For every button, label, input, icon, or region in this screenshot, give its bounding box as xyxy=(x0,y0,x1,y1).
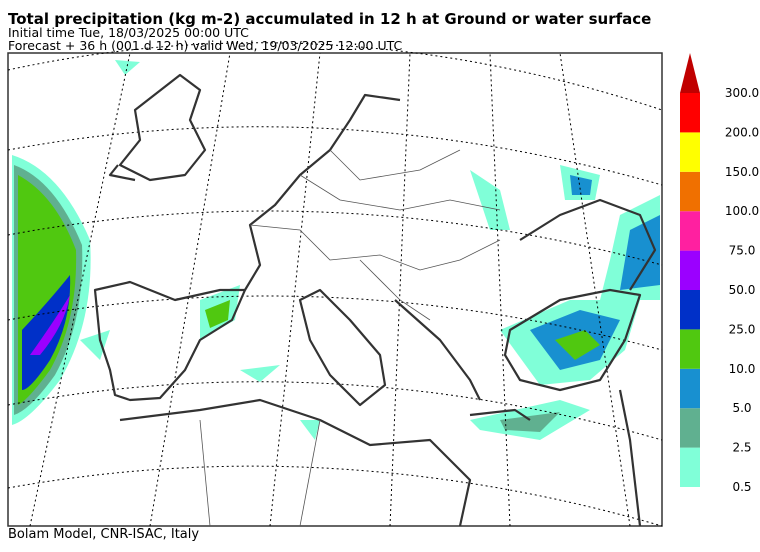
colorbar-segment xyxy=(680,211,700,251)
initial-time: Initial time Tue, 18/03/2025 00:00 UTC xyxy=(8,25,249,40)
colorbar-segment xyxy=(680,408,700,448)
colorbar-label: 25.0 xyxy=(729,322,756,336)
colorbar-segment xyxy=(680,329,700,369)
colorbar-segment xyxy=(680,290,700,330)
precipitation xyxy=(12,60,660,440)
coastlines xyxy=(93,73,657,527)
colorbar-label: 75.0 xyxy=(729,244,756,258)
colorbar-arrow xyxy=(680,53,700,93)
title: Total precipitation (kg m-2) accumulated… xyxy=(8,10,651,28)
precipitation-area xyxy=(115,60,140,75)
precipitation-area xyxy=(500,412,560,432)
forecast: Forecast + 36 h (001 d 12 h) valid Wed, … xyxy=(8,38,403,53)
colorbar-label: 10.0 xyxy=(729,362,756,376)
colorbar-label: 150.0 xyxy=(725,165,759,179)
precipitation-area xyxy=(570,175,592,195)
colorbar-label: 2.5 xyxy=(732,441,751,455)
colorbar-segment xyxy=(680,171,700,212)
borders xyxy=(199,149,501,527)
colorbar-segment xyxy=(680,447,700,487)
colorbar-label: 5.0 xyxy=(732,401,751,415)
colorbar-segment xyxy=(680,368,700,409)
colorbar-segment xyxy=(680,132,700,172)
colorbar-segment xyxy=(680,250,700,290)
colorbar-label: 300.0 xyxy=(725,86,759,100)
colorbar-label: 100.0 xyxy=(725,204,759,218)
precipitation-area xyxy=(300,420,320,440)
footer: Bolam Model, CNR-ISAC, Italy xyxy=(8,527,199,542)
precipitation-area xyxy=(620,215,660,290)
map-frame xyxy=(7,52,663,527)
graticule xyxy=(7,42,663,527)
colorbar-segment xyxy=(680,93,700,133)
colorbar: 0.5 2.5 5.0 10.0 25.0 50.0 75.0 100.0 150.0 200.0… xyxy=(680,53,759,494)
colorbar-label: 200.0 xyxy=(725,125,759,139)
precipitation-area xyxy=(240,365,280,382)
precipitation-area xyxy=(470,170,510,230)
colorbar-label: 50.0 xyxy=(729,283,756,297)
precipitation-area xyxy=(205,300,230,328)
map xyxy=(7,42,663,527)
colorbar-label: 0.5 xyxy=(732,480,751,494)
precipitation-area xyxy=(80,330,110,360)
precipitation-area xyxy=(555,330,600,360)
